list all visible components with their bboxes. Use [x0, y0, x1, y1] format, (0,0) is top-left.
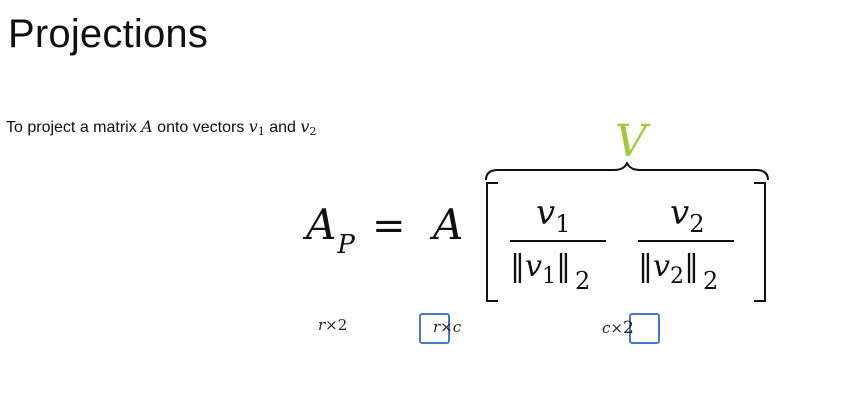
intro-vector-1-subscript: 1 — [257, 125, 265, 138]
fraction-1-line — [510, 240, 606, 242]
dim-vectors-rows: c — [602, 319, 611, 337]
intro-text-and: and — [264, 119, 301, 136]
slide-title: Projections — [8, 12, 209, 56]
dim-result-rows: r — [318, 316, 326, 334]
lhs-subscript: P — [337, 230, 355, 260]
intro-vector-1: v1 — [248, 117, 265, 138]
intro-text: To project a matrix A onto vectors v1 an… — [6, 117, 317, 138]
fraction-2-line — [638, 240, 734, 242]
fraction-2-numerator: v2 — [670, 193, 705, 236]
intro-vector-2-symbol: v — [300, 117, 310, 136]
dim-vectors-cols: 2 — [622, 318, 634, 338]
dim-vectors-times: × — [610, 319, 623, 337]
dim-vectors: c×2 — [602, 320, 634, 337]
dim-matrix: r×c — [433, 320, 461, 335]
right-bracket — [754, 182, 766, 302]
intro-vector-2: v2 — [300, 117, 317, 138]
intro-vector-1-symbol: v — [248, 117, 258, 136]
intro-vector-2-subscript: 2 — [309, 125, 317, 138]
dim-matrix-cols: c — [452, 318, 462, 336]
matrix-a: A — [433, 200, 464, 249]
fraction-2-denominator-subscript: 2 — [669, 264, 684, 289]
fraction-1-norm-close: ‖ — [555, 249, 571, 284]
fraction-1-norm-index: 2 — [574, 267, 591, 295]
intro-text-middle: onto vectors — [152, 119, 249, 136]
dim-matrix-times: × — [440, 318, 453, 336]
fraction-2-numerator-symbol: v — [670, 193, 690, 233]
highlight-box-2 — [629, 313, 660, 344]
intro-matrix-symbol: A — [141, 117, 153, 136]
overbrace — [485, 162, 769, 181]
group-label-v: V — [615, 116, 647, 167]
dim-result-cols: 2 — [337, 316, 348, 334]
fraction-1-denominator-body: ‖v — [510, 249, 542, 284]
dim-result: r×2 — [318, 318, 347, 333]
fraction-1-denominator: ‖v1‖ 2 — [510, 249, 590, 294]
dim-result-times: × — [325, 316, 338, 334]
fraction-1-denominator-subscript: 1 — [541, 264, 556, 289]
equals-sign: = — [372, 203, 406, 249]
left-bracket — [486, 182, 498, 302]
fraction-1-numerator-symbol: v — [536, 193, 556, 233]
fraction-2-numerator-subscript: 2 — [689, 210, 705, 238]
intro-text-before: To project a matrix — [6, 119, 142, 136]
lhs-symbol: A — [306, 200, 337, 249]
fraction-2-norm-close: ‖ — [683, 249, 699, 284]
fraction-2-norm-index: 2 — [702, 267, 719, 295]
fraction-1-numerator-subscript: 1 — [555, 210, 571, 238]
fraction-2-denominator-body: ‖v — [638, 249, 670, 284]
fraction-2-denominator: ‖v2‖ 2 — [638, 249, 718, 294]
lhs-ap: AP — [306, 204, 355, 259]
fraction-1-numerator: v1 — [536, 193, 571, 236]
dim-matrix-rows: r — [433, 318, 441, 336]
highlight-box-r — [419, 313, 450, 344]
